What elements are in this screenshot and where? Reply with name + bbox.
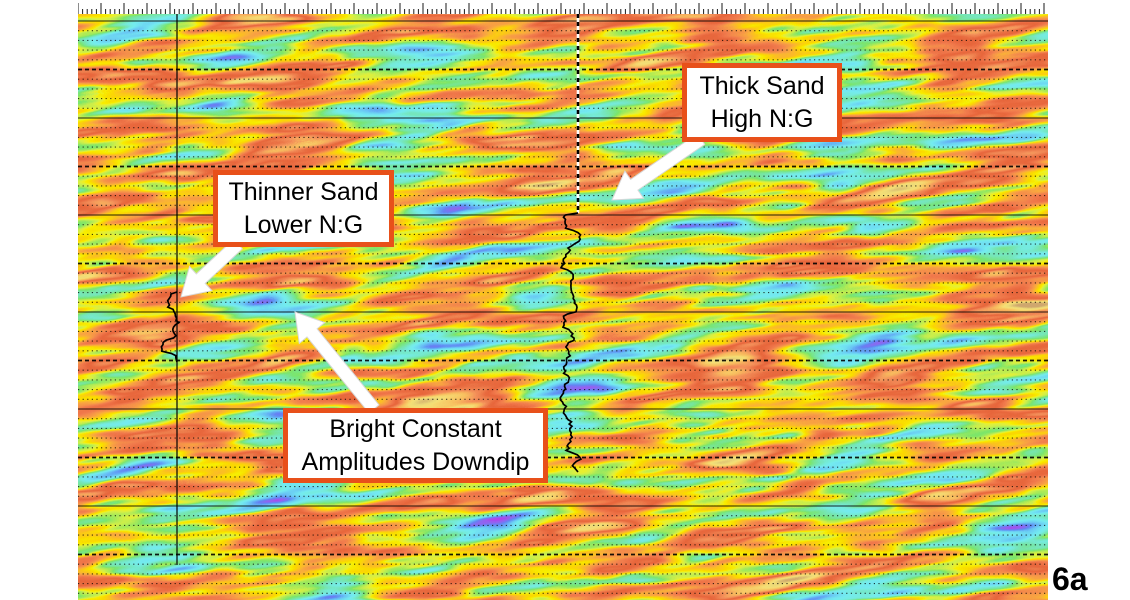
callout-thinner-sand: Thinner Sand Lower N:G (213, 170, 394, 247)
timing-line-heavy-dashed (78, 68, 1048, 556)
callout-line: Lower N:G (243, 210, 364, 239)
trace-ruler (78, 3, 1045, 14)
callout-line: Thick Sand (699, 71, 825, 100)
figure-label: 6a (1052, 561, 1088, 597)
well-left-well (160, 14, 181, 565)
callout-line: Thinner Sand (228, 177, 379, 206)
well-right-well (559, 14, 583, 473)
timing-lines-overlay (78, 20, 1048, 594)
timing-line-major (78, 20, 1048, 507)
callout-line: Bright Constant (329, 414, 502, 443)
well-logs-overlay (160, 14, 583, 565)
seismic-section-panel (78, 14, 1048, 600)
callout-line: High N:G (710, 104, 814, 133)
ruler-tick (78, 3, 1045, 14)
well-log-curve (160, 291, 181, 363)
callout-thick-sand: Thick Sand High N:G (682, 63, 842, 142)
callout-bright-amplitudes: Bright Constant Amplitudes Downdip (283, 408, 548, 483)
well-log-curve (559, 212, 583, 473)
callout-line: Amplitudes Downdip (301, 447, 530, 476)
